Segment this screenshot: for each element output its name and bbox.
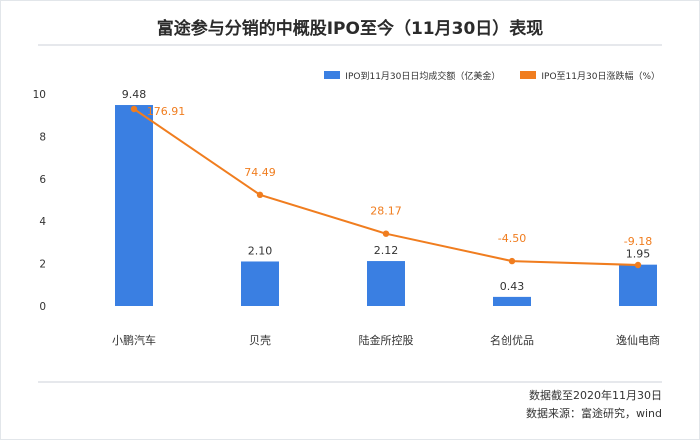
y-tick-label: 8 bbox=[39, 131, 46, 143]
bar-value-label-4: 1.95 bbox=[626, 248, 651, 261]
title-divider bbox=[38, 44, 662, 46]
bar-value-label-3: 0.43 bbox=[500, 280, 525, 293]
legend-label-line: IPO至11月30日涨跌幅（%） bbox=[541, 71, 660, 82]
category-label-0: 小鹏汽车 bbox=[112, 333, 156, 347]
chart-title: 富途参与分销的中概股IPO至今（11月30日）表现 bbox=[156, 19, 544, 39]
line-value-label-4: -9.18 bbox=[624, 235, 652, 248]
category-label-4: 逸仙电商 bbox=[616, 333, 660, 347]
y-tick-label: 0 bbox=[39, 301, 46, 313]
bar-3 bbox=[493, 296, 531, 306]
line-point-0 bbox=[130, 105, 138, 113]
footer-source-note: 数据来源：富途研究，wind bbox=[525, 407, 662, 420]
line-point-4 bbox=[634, 261, 642, 269]
legend-item-line: IPO至11月30日涨跌幅（%） bbox=[520, 69, 660, 82]
category-label-3: 名创优品 bbox=[490, 333, 534, 347]
footer-date-note: 数据截至2020年11月30日 bbox=[529, 389, 662, 402]
bar-value-label-2: 2.12 bbox=[374, 244, 399, 257]
y-tick-label: 6 bbox=[39, 174, 46, 186]
legend-swatch-bar bbox=[324, 71, 341, 79]
line-value-label-2: 28.17 bbox=[370, 205, 402, 218]
line-value-label-1: 74.49 bbox=[244, 166, 276, 179]
legend: IPO到11月30日日均成交额（亿美金） IPO至11月30日涨跌幅（%） bbox=[304, 68, 660, 82]
y-tick-label: 2 bbox=[39, 259, 46, 271]
bar-4 bbox=[619, 264, 657, 306]
legend-swatch-line bbox=[520, 71, 537, 79]
footer-divider bbox=[38, 381, 662, 383]
line-value-label-3: -4.50 bbox=[498, 232, 526, 245]
category-label-1: 贝壳 bbox=[249, 333, 271, 347]
bar-2 bbox=[367, 261, 405, 306]
bar-1 bbox=[241, 261, 279, 306]
line-value-label-0: 176.91 bbox=[147, 105, 186, 118]
footer: 数据截至2020年11月30日 数据来源：富途研究，wind bbox=[526, 387, 662, 423]
bar-0 bbox=[115, 105, 153, 306]
y-tick-label: 10 bbox=[33, 89, 46, 101]
category-label-2: 陆金所控股 bbox=[359, 333, 414, 347]
line-point-2 bbox=[382, 230, 390, 237]
legend-item-bar: IPO到11月30日日均成交额（亿美金） bbox=[324, 69, 500, 82]
line-point-1 bbox=[256, 191, 264, 199]
y-tick-label: 4 bbox=[39, 216, 46, 228]
line-point-3 bbox=[508, 257, 516, 265]
bar-value-label-0: 9.48 bbox=[122, 88, 147, 101]
legend-label-bar: IPO到11月30日日均成交额（亿美金） bbox=[345, 71, 501, 82]
bar-value-label-1: 2.10 bbox=[248, 244, 273, 257]
line-series-path bbox=[133, 108, 639, 266]
